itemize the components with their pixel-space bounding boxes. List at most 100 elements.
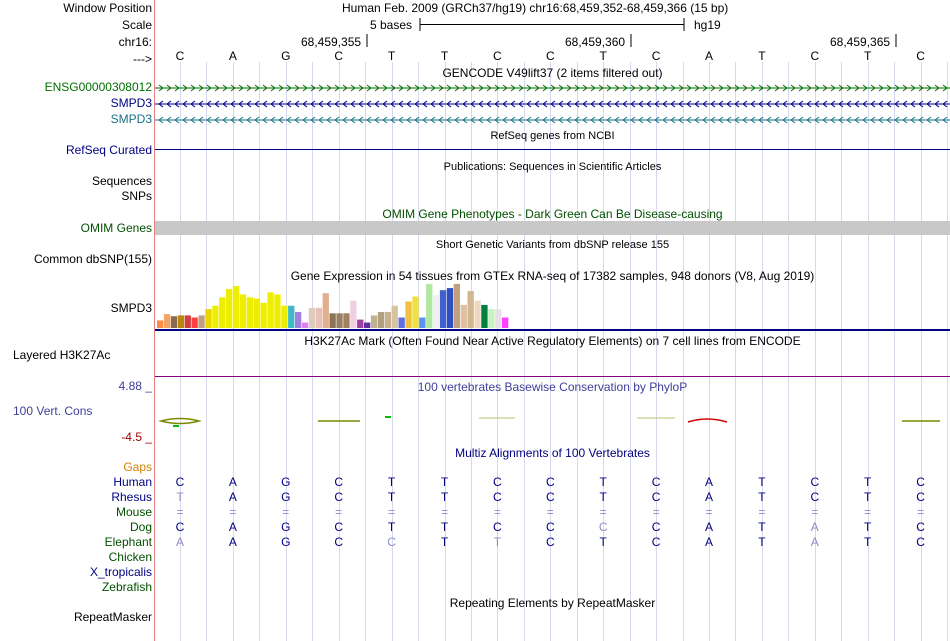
gtex-tissue-bar[interactable] (267, 292, 274, 328)
gtex-tissue-bar[interactable] (419, 317, 426, 329)
track-data-area[interactable]: Human Feb. 2009 (GRCh37/hg19) chr16:68,4… (155, 0, 950, 641)
strand-arrow (630, 116, 636, 124)
gtex-label[interactable]: SMPD3 (110, 301, 152, 315)
gencode-item-label-0[interactable]: ENSG00000308012 (44, 80, 152, 94)
gtex-tissue-bar[interactable] (315, 307, 322, 328)
gtex-tissue-bar[interactable] (405, 301, 412, 328)
gencode-item-label-1[interactable]: SMPD3 (110, 96, 152, 110)
gtex-tissue-bar[interactable] (177, 315, 184, 328)
strand-arrow (270, 100, 276, 108)
strand-arrow (790, 100, 796, 108)
gtex-tissue-bar[interactable] (446, 288, 454, 328)
aligned-base: C (334, 475, 344, 489)
refseq-label[interactable]: RefSeq Curated (65, 143, 152, 157)
gtex-tissue-bar[interactable] (370, 315, 378, 328)
gtex-tissue-bar[interactable] (219, 297, 226, 328)
gtex-tissue-bar[interactable] (191, 317, 198, 329)
strand-arrow (534, 116, 540, 124)
gtex-bar-graph[interactable] (155, 280, 950, 340)
gtex-tissue-bar[interactable] (391, 305, 398, 328)
gtex-tissue-bar[interactable] (384, 312, 391, 328)
gtex-tissue-bar[interactable] (274, 294, 281, 328)
strand-arrow (622, 116, 628, 124)
strand-arrow (750, 100, 756, 108)
gtex-tissue-bar[interactable] (350, 300, 357, 328)
gtex-tissue-bar[interactable] (322, 293, 329, 328)
gtex-tissue-bar[interactable] (364, 322, 371, 328)
aligned-base: T (599, 535, 607, 549)
gtex-tissue-bar[interactable] (329, 313, 336, 328)
aligned-base: C (916, 475, 925, 489)
gtex-tissue-bar[interactable] (170, 316, 178, 328)
omim-label[interactable]: OMIM Genes (80, 221, 152, 235)
gtex-tissue-bar[interactable] (412, 296, 419, 329)
aligned-base: C (334, 535, 344, 549)
gtex-tissue-bar[interactable] (488, 309, 495, 328)
gtex-tissue-bar[interactable] (253, 298, 260, 328)
sequences-label[interactable]: Sequences (91, 174, 152, 188)
gtex-tissue-bar[interactable] (239, 294, 247, 328)
gencode-item-label-2[interactable]: SMPD3 (110, 112, 152, 126)
gtex-tissue-bar[interactable] (502, 317, 509, 329)
strand-arrow (438, 84, 444, 92)
label-divider (154, 0, 155, 641)
gtex-tissue-bar[interactable] (426, 283, 433, 328)
gtex-tissue-bar[interactable] (343, 313, 350, 328)
gtex-tissue-bar[interactable] (212, 305, 219, 328)
gtex-tissue-bar[interactable] (481, 304, 488, 328)
gencode-feature-2[interactable] (155, 114, 950, 126)
strand-arrow (710, 116, 716, 124)
gtex-tissue-bar[interactable] (398, 317, 405, 329)
omim-feature-bar[interactable] (155, 221, 950, 235)
strand-arrow (702, 116, 708, 124)
gtex-tissue-bar[interactable] (157, 320, 164, 328)
alignment-row (155, 550, 950, 564)
gtex-tissue-bar[interactable] (453, 283, 460, 328)
strand-arrow (406, 100, 412, 108)
strand-arrow (502, 116, 508, 124)
gtex-tissue-bar[interactable] (288, 305, 295, 328)
gtex-tissue-bar[interactable] (377, 312, 385, 328)
gtex-tissue-bar[interactable] (433, 295, 440, 328)
snps-label[interactable]: SNPs (121, 189, 152, 203)
gtex-tissue-bar[interactable] (205, 309, 212, 328)
gtex-tissue-bar[interactable] (474, 300, 481, 328)
gtex-tissue-bar[interactable] (357, 319, 364, 328)
aligned-base: T (758, 520, 766, 534)
gtex-tissue-bar[interactable] (198, 315, 205, 328)
aligned-base: = (811, 505, 819, 519)
gtex-tissue-bar[interactable] (232, 286, 240, 328)
strand-arrow (870, 84, 876, 92)
gtex-tissue-bar[interactable] (308, 307, 316, 328)
gtex-tissue-bar[interactable] (260, 302, 267, 328)
gtex-tissue-bar[interactable] (163, 314, 171, 328)
gtex-tissue-bar[interactable] (460, 304, 467, 328)
gencode-feature-1[interactable] (155, 98, 950, 110)
strand-arrow (198, 116, 204, 124)
refseq-feature-line[interactable] (155, 149, 950, 150)
gtex-tissue-bar[interactable] (184, 315, 191, 328)
reference-base: A (228, 49, 237, 63)
gtex-tissue-bar[interactable] (495, 309, 502, 328)
h3k27ac-label[interactable]: Layered H3K27Ac (13, 348, 111, 362)
strand-arrow (350, 84, 356, 92)
gtex-tissue-bar[interactable] (439, 290, 447, 328)
gtex-tissue-bar[interactable] (226, 288, 233, 328)
strand-arrow (558, 84, 564, 92)
gencode-feature-0[interactable] (155, 82, 950, 94)
gtex-tissue-bar[interactable] (336, 313, 343, 328)
strand-arrow (534, 100, 540, 108)
gtex-tissue-bar[interactable] (467, 291, 474, 328)
dbsnp-label[interactable]: Common dbSNP(155) (33, 252, 152, 266)
phylop-wiggle[interactable] (155, 412, 950, 432)
strand-arrow (342, 116, 348, 124)
reference-base: C (916, 49, 925, 63)
phylop-label[interactable]: 100 Vert. Cons (13, 404, 93, 418)
strand-arrow (374, 84, 380, 92)
gtex-tissue-bar[interactable] (301, 322, 309, 328)
gtex-tissue-bar[interactable] (281, 305, 288, 328)
gtex-tissue-bar[interactable] (295, 312, 302, 328)
gtex-tissue-bar[interactable] (246, 297, 253, 328)
repeatmasker-label[interactable]: RepeatMasker (73, 610, 152, 624)
